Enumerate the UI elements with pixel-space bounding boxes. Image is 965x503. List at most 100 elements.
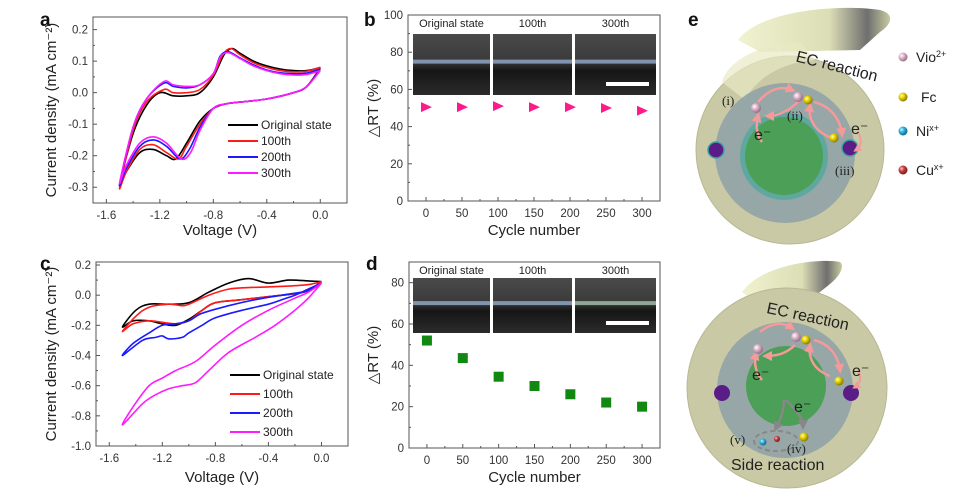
data-point <box>457 102 468 113</box>
fc-molecule <box>834 376 844 386</box>
x-tick-label: 0.0 <box>312 210 328 222</box>
y-tick-label: 80 <box>391 278 404 290</box>
side-reaction-label: Side reaction <box>731 457 824 474</box>
legend-label: 300th <box>261 166 291 180</box>
x-axis-label: Cycle number <box>488 469 581 486</box>
x-tick-label: 0.0 <box>313 453 329 465</box>
x-tick-label: -1.6 <box>99 453 119 465</box>
legend-label: Original state <box>263 368 334 382</box>
vio-ion <box>751 103 761 113</box>
data-point <box>529 381 540 391</box>
inner-electrode-top <box>745 117 823 195</box>
data-point <box>637 105 648 116</box>
y-axis-label: Current density (mA cm⁻²) <box>43 23 60 198</box>
data-point <box>529 102 540 113</box>
fiber-tail-top <box>738 7 891 52</box>
series-line-200th <box>121 282 322 357</box>
label-iii: (iii) <box>835 163 855 178</box>
x-tick-label: 100 <box>489 455 508 467</box>
data-point <box>493 371 504 382</box>
data-point <box>601 103 612 113</box>
data-point <box>565 102 576 113</box>
label-iv: (iv) <box>787 441 806 456</box>
fc-molecule <box>801 335 811 345</box>
y-tick-label: -0.6 <box>71 381 91 393</box>
arrow-pink <box>762 344 796 361</box>
plot-frame <box>92 16 348 204</box>
key-label-text: Fc <box>921 89 937 105</box>
inset-label: Original state <box>419 265 484 277</box>
y-tick-label: 0 <box>398 443 404 455</box>
x-axis-label: Voltage (V) <box>183 222 257 239</box>
y-tick-label: 40 <box>391 360 404 372</box>
panel-label-c: c <box>40 254 51 275</box>
scale-bar <box>606 321 649 325</box>
panel-label-b: b <box>364 10 376 31</box>
y-tick-label: 60 <box>391 319 404 331</box>
x-tick-label: -1.6 <box>96 210 116 222</box>
arrow-pink <box>813 338 845 374</box>
y-tick-label: 0 <box>397 196 403 208</box>
y-tick-label: 0.1 <box>72 56 88 68</box>
inset-label: 100th <box>519 265 547 277</box>
label-ii: (ii) <box>787 108 803 123</box>
x-tick-label: 100 <box>488 208 507 220</box>
inset-photo <box>493 34 572 95</box>
y-tick-label: 0.2 <box>75 260 91 272</box>
legend-label: 100th <box>261 134 291 148</box>
legend-label: Original state <box>261 118 332 132</box>
vio-ion <box>793 92 803 102</box>
x-tick-label: 200 <box>560 208 579 220</box>
diagram-top-fiber: EC reaction (i) (ii) (iii) e⁻ e⁻ <box>695 7 891 245</box>
chart-a-cv-curves: -1.6 -1.2 -0.8 -0.4 0.0 0.2 0.1 0.0 -0.1 -0.2 -0.3… <box>43 16 348 239</box>
inset-label: 300th <box>602 265 630 277</box>
y-tick-label: -0.2 <box>68 151 88 163</box>
legend-label: 200th <box>261 150 291 164</box>
y-tick-label: -0.3 <box>68 182 88 194</box>
y-tick-label: 0.0 <box>72 88 88 100</box>
key-item-ni: Nix+ <box>898 123 939 139</box>
diagram-key: Vio2+ Fc Nix+ Cux+ <box>898 49 946 178</box>
key-label-text: Vio <box>916 49 936 65</box>
electron-label: e⁻ <box>851 121 868 138</box>
x-tick-label: 300 <box>632 208 651 220</box>
data-point <box>457 353 468 364</box>
arrow-pink <box>804 102 833 140</box>
y-tick-label: -0.8 <box>71 411 91 423</box>
fiber-in-photo <box>575 301 656 306</box>
y-tick-label: -0.1 <box>68 119 88 131</box>
chart-d-delta-rt: 0 50 100 150 200 250 300 0 20 40 60 80 Cycle number △… <box>365 261 661 486</box>
label-i: (i) <box>722 93 734 108</box>
data-point <box>601 397 612 408</box>
legend-label: 100th <box>263 387 293 401</box>
fiber-in-photo <box>413 301 490 306</box>
x-tick-label: 0 <box>424 455 430 467</box>
vio-ion-icon <box>898 52 908 62</box>
x-tick-label: 300 <box>632 455 651 467</box>
arrow-gray <box>785 399 808 430</box>
electron-label: e⁻ <box>754 127 771 144</box>
y-tick-label: 80 <box>390 47 403 59</box>
y-tick-label: -1.0 <box>71 441 91 453</box>
arrow-pink <box>804 342 831 378</box>
x-tick-label: 150 <box>525 455 544 467</box>
x-tick-label: 250 <box>596 208 615 220</box>
scale-bar <box>606 82 649 86</box>
key-item-cu: Cux+ <box>898 162 944 178</box>
key-label-fc: Fc <box>921 89 937 105</box>
arrow-pink <box>852 369 862 389</box>
counter-wire-right-top <box>841 139 859 157</box>
diagram-bottom-fiber: EC reaction Side reaction (iv) (v) e⁻ e⁻… <box>686 260 888 489</box>
y-tick-label: 20 <box>391 402 404 414</box>
x-tick-label: -1.2 <box>150 210 170 222</box>
chart-b-delta-rt: 0 50 100 150 200 250 300 0 20 40 60 80 100 Cycle numb… <box>365 10 661 239</box>
x-tick-label: -0.8 <box>205 453 225 465</box>
inset-photo <box>413 278 490 333</box>
key-label-text: Ni <box>916 123 929 139</box>
fc-molecule <box>829 133 839 143</box>
series-line-100th <box>121 280 322 333</box>
y-axis-label: △RT (%) <box>365 326 382 384</box>
arrow-pink <box>759 320 796 333</box>
data-point <box>637 401 648 412</box>
x-tick-label: 150 <box>524 208 543 220</box>
